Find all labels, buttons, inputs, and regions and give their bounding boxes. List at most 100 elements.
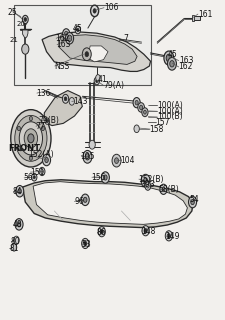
- Text: 163: 163: [57, 40, 71, 49]
- Circle shape: [82, 48, 91, 60]
- Circle shape: [77, 28, 79, 32]
- Polygon shape: [33, 182, 187, 224]
- Text: 151: 151: [30, 168, 44, 177]
- Polygon shape: [59, 35, 137, 64]
- Text: 7: 7: [123, 35, 128, 44]
- Circle shape: [141, 174, 150, 187]
- Circle shape: [94, 77, 99, 85]
- Text: 54: 54: [190, 195, 199, 204]
- Circle shape: [164, 51, 174, 65]
- Circle shape: [64, 97, 67, 101]
- Circle shape: [22, 15, 28, 24]
- Text: 79(A): 79(A): [103, 81, 124, 90]
- Text: 152(B): 152(B): [138, 175, 164, 184]
- Text: 80: 80: [11, 237, 20, 246]
- Circle shape: [98, 227, 105, 237]
- Circle shape: [134, 125, 139, 132]
- Text: 162: 162: [178, 62, 192, 71]
- Circle shape: [96, 79, 98, 83]
- Circle shape: [189, 196, 197, 208]
- Circle shape: [142, 226, 149, 236]
- Polygon shape: [38, 91, 82, 147]
- Circle shape: [100, 229, 103, 234]
- Circle shape: [62, 94, 69, 103]
- Circle shape: [16, 186, 24, 197]
- Circle shape: [144, 110, 146, 114]
- Circle shape: [81, 194, 89, 205]
- Circle shape: [167, 57, 176, 70]
- Circle shape: [83, 150, 92, 163]
- Circle shape: [93, 9, 96, 13]
- Circle shape: [84, 241, 87, 246]
- Text: NSS: NSS: [54, 61, 70, 70]
- Circle shape: [75, 26, 81, 34]
- Circle shape: [32, 173, 37, 181]
- Circle shape: [17, 126, 20, 131]
- Circle shape: [65, 33, 74, 44]
- Circle shape: [24, 129, 38, 148]
- Circle shape: [135, 100, 138, 105]
- Text: 84: 84: [13, 188, 23, 196]
- Text: 45: 45: [73, 24, 82, 33]
- Circle shape: [18, 189, 22, 194]
- Text: FRONT: FRONT: [8, 144, 40, 153]
- Circle shape: [24, 18, 27, 21]
- Circle shape: [191, 199, 194, 204]
- Circle shape: [43, 154, 51, 166]
- Text: 104: 104: [120, 156, 135, 164]
- Text: 136: 136: [36, 89, 51, 98]
- Text: 393: 393: [141, 180, 155, 189]
- Text: 143: 143: [73, 97, 88, 106]
- Circle shape: [162, 187, 165, 192]
- Circle shape: [144, 178, 148, 184]
- Text: 162: 162: [56, 34, 70, 43]
- Circle shape: [15, 219, 23, 230]
- Circle shape: [91, 5, 99, 17]
- Circle shape: [19, 122, 43, 155]
- Text: 56: 56: [23, 173, 33, 182]
- FancyBboxPatch shape: [14, 5, 151, 85]
- Text: 100(A): 100(A): [157, 107, 182, 116]
- Text: 45: 45: [168, 50, 178, 59]
- Circle shape: [112, 154, 121, 167]
- Polygon shape: [42, 32, 151, 71]
- Circle shape: [115, 158, 119, 164]
- Circle shape: [82, 238, 89, 249]
- Polygon shape: [22, 180, 193, 228]
- Circle shape: [167, 234, 170, 238]
- Circle shape: [145, 182, 151, 190]
- Text: 152(A): 152(A): [29, 150, 54, 159]
- Circle shape: [83, 197, 87, 202]
- Circle shape: [45, 118, 50, 124]
- Text: 161: 161: [199, 10, 213, 19]
- Text: 149: 149: [165, 232, 180, 241]
- Circle shape: [41, 126, 45, 131]
- Circle shape: [170, 60, 174, 67]
- Circle shape: [142, 108, 148, 117]
- Circle shape: [63, 29, 70, 39]
- Text: 106: 106: [105, 3, 119, 12]
- Polygon shape: [22, 30, 28, 38]
- Circle shape: [104, 175, 107, 180]
- Circle shape: [11, 244, 17, 251]
- Circle shape: [64, 31, 68, 36]
- Circle shape: [133, 98, 140, 108]
- Circle shape: [29, 116, 32, 121]
- Text: 48: 48: [13, 220, 23, 229]
- Circle shape: [165, 231, 172, 241]
- Circle shape: [67, 35, 72, 42]
- Text: 158: 158: [149, 124, 164, 133]
- Text: 100(A): 100(A): [157, 101, 182, 110]
- Bar: [194, 16, 200, 20]
- Circle shape: [101, 172, 109, 183]
- Text: 81: 81: [9, 244, 19, 253]
- Text: 100(B): 100(B): [157, 113, 182, 122]
- Circle shape: [15, 116, 47, 161]
- Circle shape: [166, 54, 171, 62]
- Text: 148: 148: [141, 227, 155, 236]
- Text: 157: 157: [156, 118, 170, 127]
- Text: 96: 96: [74, 197, 84, 206]
- Text: 53: 53: [81, 240, 91, 249]
- Text: 20: 20: [17, 20, 26, 27]
- Text: 79(B): 79(B): [39, 116, 60, 125]
